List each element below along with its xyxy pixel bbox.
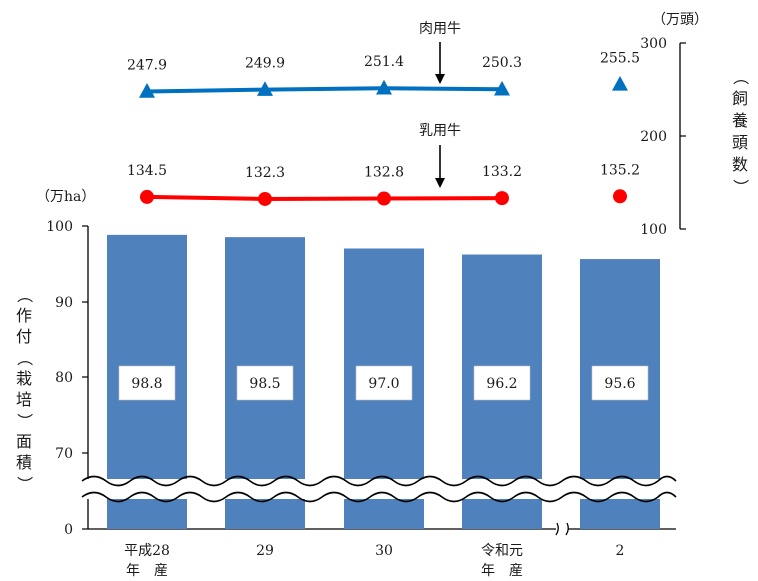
- left-axis-title-char: ）: [15, 476, 34, 492]
- axis-break-marks: [81, 475, 678, 536]
- line-value-label: 133.2: [482, 164, 522, 180]
- line-point: [494, 80, 510, 96]
- category-label: 平成28: [124, 543, 170, 559]
- left-axis-title-char: 積: [16, 453, 32, 472]
- left-axis-title-char: 付: [16, 327, 32, 346]
- left-tick-label: 80: [55, 370, 73, 386]
- line-value-label: 132.8: [364, 164, 404, 180]
- right-axis-title-char: 養: [732, 111, 748, 130]
- axis-break-wave: [81, 491, 677, 503]
- series-line: [146, 194, 503, 201]
- category-label: 年 産: [126, 563, 168, 579]
- bar-value-box: [591, 365, 649, 401]
- bar-value-box: [355, 365, 413, 401]
- left-axis-title-char: 面: [16, 432, 32, 451]
- bar-value-labels: 98.8 98.5 97.0 96.2 95.6: [118, 365, 649, 401]
- line-value-label: 132.3: [245, 165, 285, 181]
- line-value-label: 251.4: [364, 54, 404, 70]
- line-value-label: 255.5: [600, 50, 640, 66]
- line-value-label: 250.3: [482, 55, 522, 71]
- line-value-label: 135.2: [600, 162, 640, 178]
- line-point: [376, 79, 392, 95]
- line-point: [613, 189, 627, 204]
- left-unit-label: （万ha）: [36, 189, 95, 205]
- bar-value-label: 97.0: [368, 376, 399, 392]
- left-axis-title-char: 栽: [16, 369, 32, 388]
- bar-value-label: 98.5: [249, 376, 280, 392]
- category-label: 年 産: [481, 563, 523, 579]
- left-tick-label: 0: [64, 522, 73, 538]
- bar-value-label: 95.6: [604, 376, 635, 392]
- line-value-label: 247.9: [127, 57, 167, 73]
- right-axis-title-char: 飼: [732, 89, 748, 108]
- right-axis-title-char: 頭: [732, 133, 748, 152]
- left-axis-title-char: ）: [15, 413, 34, 429]
- series-pointer-arrowhead: [435, 178, 445, 188]
- left-axis-title-char: 作: [16, 306, 32, 325]
- line-series: 247.9 249.9 251.4 250.3 255.5 134.5 132.3 132.8…: [127, 50, 640, 206]
- line-point: [140, 189, 154, 204]
- right-axis-title-char: （: [731, 69, 750, 85]
- x-axis-break-mark: [565, 522, 569, 536]
- category-label: 令和元: [481, 543, 523, 559]
- line-value-label: 249.9: [245, 56, 285, 72]
- line-point: [495, 191, 509, 206]
- line-point: [258, 191, 272, 206]
- axis-break-wave: [81, 475, 677, 487]
- left-axis-title: （ 作付 （ 栽培 ） 面積 ）: [15, 287, 34, 492]
- x-axis-break-gap: [556, 523, 568, 535]
- category-label: 30: [375, 543, 393, 559]
- category-label: 29: [256, 543, 274, 559]
- right-axis-title-char: ）: [731, 179, 750, 195]
- bar-value-box: [473, 365, 531, 401]
- left-tick-label: 90: [55, 295, 73, 311]
- right-tick-label: 200: [640, 129, 667, 145]
- bar-value-box: [236, 365, 294, 401]
- line-point: [377, 191, 391, 206]
- left-axis-title-char: 培: [16, 390, 32, 409]
- line-value-label: 134.5: [127, 163, 167, 179]
- series-name-label: 肉用牛: [419, 21, 461, 37]
- right-axis-title-char: 数: [732, 155, 748, 174]
- right-tick-labels: 300 200 100: [640, 36, 686, 238]
- series-name-label: 乳用牛: [419, 123, 461, 139]
- left-axis-title-char: （: [15, 350, 34, 366]
- series-line: [146, 86, 503, 94]
- left-tick-label: 70: [55, 446, 73, 462]
- left-tick-label: 100: [46, 219, 73, 235]
- x-axis-break-mark: [555, 522, 559, 536]
- line-point: [139, 83, 155, 98]
- category-label: 2: [616, 543, 625, 559]
- line-point: [612, 75, 628, 91]
- bar-value-box: [118, 365, 176, 401]
- left-axis-title-char: （: [15, 287, 34, 303]
- right-tick-label: 100: [640, 222, 667, 238]
- right-unit-label: （万頭）: [652, 12, 708, 28]
- line-point: [257, 81, 273, 96]
- right-tick-label: 300: [640, 36, 667, 52]
- bar-value-label: 96.2: [486, 376, 517, 392]
- series-pointer-arrowhead: [435, 74, 445, 84]
- bar-value-label: 98.8: [131, 376, 162, 392]
- left-tick-labels: 100 90 80 70 0: [46, 219, 88, 538]
